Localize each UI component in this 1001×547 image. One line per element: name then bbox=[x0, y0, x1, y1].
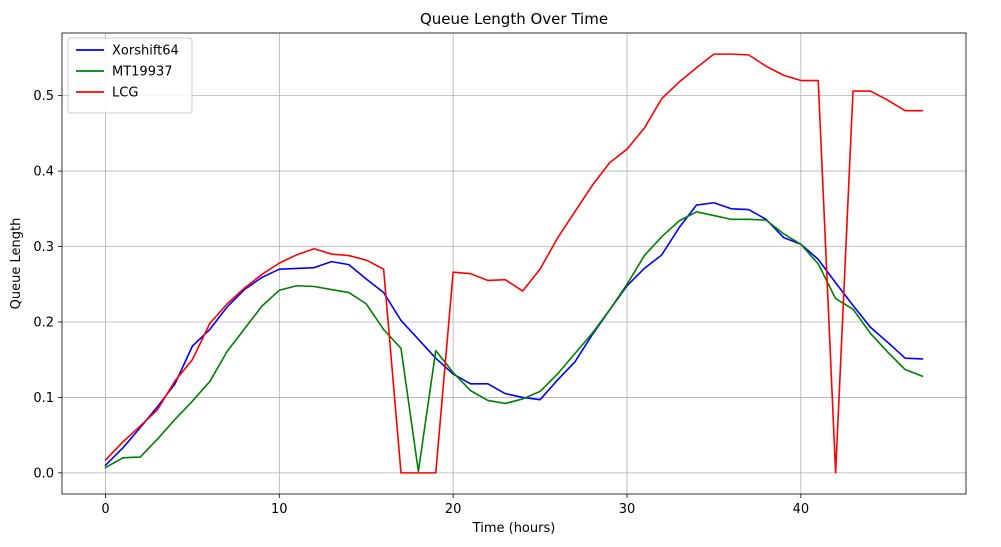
x-axis-label: Time (hours) bbox=[472, 521, 556, 536]
legend-label-xorshift64: Xorshift64 bbox=[112, 44, 179, 59]
grid bbox=[62, 33, 966, 494]
x-tick-label: 30 bbox=[619, 502, 636, 517]
y-tick-label: 0.2 bbox=[33, 315, 54, 330]
x-axis-ticks: 0 10 20 30 40 bbox=[101, 494, 809, 517]
y-tick-label: 0.4 bbox=[33, 165, 54, 180]
series-line-mt19937 bbox=[104, 211, 924, 473]
x-tick-label: 0 bbox=[101, 502, 109, 517]
legend-box bbox=[67, 37, 193, 114]
legend-label-mt19937: MT19937 bbox=[112, 65, 173, 80]
x-tick-label: 20 bbox=[445, 502, 462, 517]
x-tick-label: 10 bbox=[271, 502, 288, 517]
series-line-lcg bbox=[104, 53, 924, 474]
y-tick-label: 0.1 bbox=[33, 391, 54, 406]
chart-title: Queue Length Over Time bbox=[420, 10, 608, 28]
x-tick-label: 40 bbox=[793, 502, 810, 517]
legend-label-lcg: LCG bbox=[112, 86, 138, 101]
y-tick-label: 0.3 bbox=[33, 240, 54, 255]
series-lines bbox=[104, 53, 924, 474]
y-tick-label: 0.5 bbox=[33, 89, 54, 104]
series-line-xorshift64 bbox=[104, 201, 924, 467]
legend: Xorshift64 MT19937 LCG bbox=[67, 37, 193, 114]
y-axis-label: Queue Length bbox=[9, 218, 24, 310]
plot-frame bbox=[61, 32, 967, 495]
y-tick-label: 0.0 bbox=[33, 466, 54, 481]
y-axis-ticks: 0.0 0.1 0.2 0.3 0.4 0.5 bbox=[33, 89, 62, 481]
